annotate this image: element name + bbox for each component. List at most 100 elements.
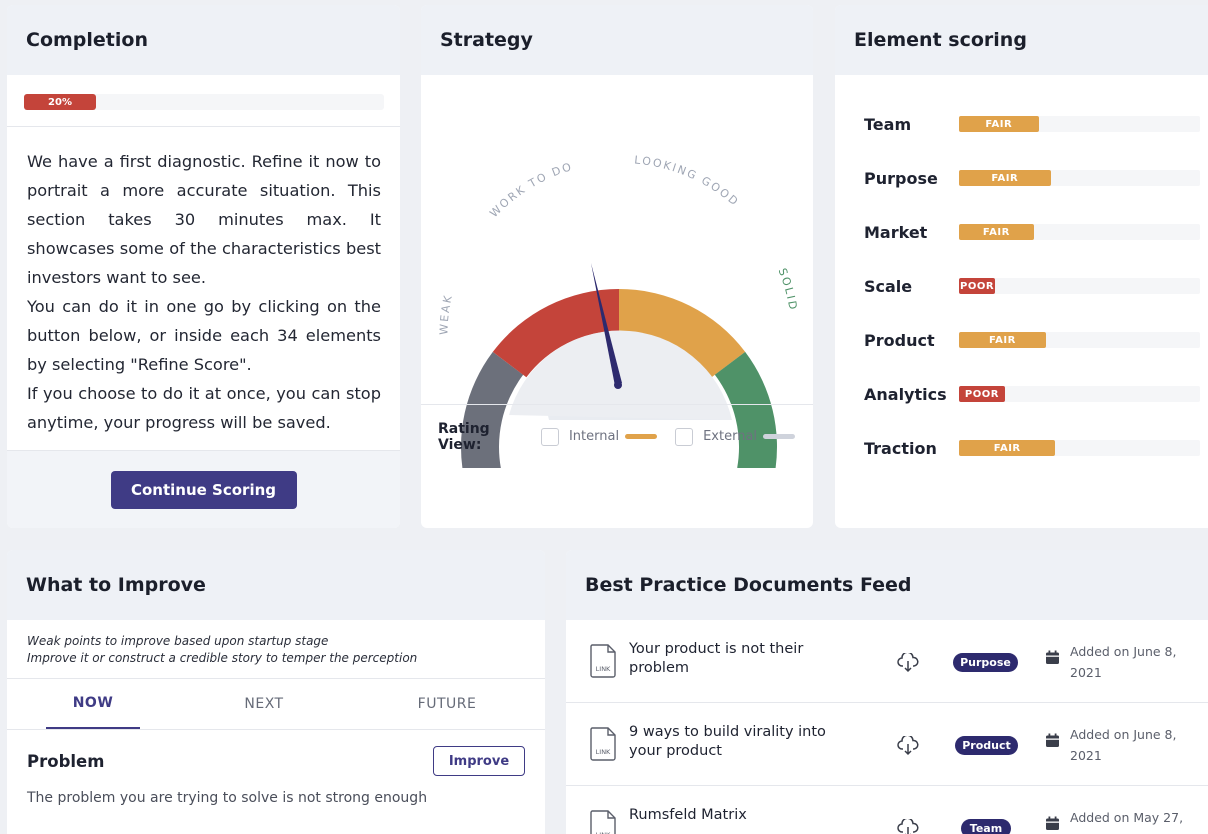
continue-scoring-button[interactable]: Continue Scoring xyxy=(110,470,297,509)
internal-needle-icon xyxy=(625,434,658,439)
completion-paragraph: We have a first diagnostic. Refine it no… xyxy=(27,152,381,287)
rating-view-label: Rating View: xyxy=(438,420,490,453)
gauge-label-work-to-do: WORK TO DO xyxy=(487,160,574,220)
completion-progress: 20% xyxy=(7,75,400,127)
document-date: Added on June 8, 2021 xyxy=(1070,644,1177,680)
document-date: Added on June 8, 2021 xyxy=(1070,727,1177,763)
score-track: FAIR xyxy=(959,440,1200,456)
cloud-download-icon[interactable] xyxy=(897,653,919,673)
score-track: FAIR xyxy=(959,332,1200,348)
improve-description: Weak points to improve based upon startu… xyxy=(7,620,545,679)
document-date: Added on May 27, 2021 xyxy=(1070,810,1184,834)
score-track: FAIR xyxy=(959,170,1200,186)
score-badge: FAIR xyxy=(959,170,1051,186)
document-title[interactable]: Rumsfeld Matrix xyxy=(629,807,747,823)
improve-desc-line: Improve it or construct a credible story… xyxy=(27,651,418,665)
completion-title: Completion xyxy=(7,5,400,75)
score-badge: FAIR xyxy=(959,224,1034,240)
gauge-segment-solid xyxy=(714,351,777,468)
improve-tabs: NOW NEXT FUTURE xyxy=(7,679,545,730)
gauge-label-looking-good: LOOKING GOOD xyxy=(634,153,742,209)
score-row-product[interactable]: Product FAIR xyxy=(835,313,1208,367)
calendar-icon xyxy=(1046,816,1059,830)
external-option[interactable]: External xyxy=(675,427,795,446)
tab-now[interactable]: NOW xyxy=(46,679,140,729)
document-title[interactable]: Your product is not their problem xyxy=(629,641,804,676)
strategy-card: Strategy WEAK WORK TO DO LOOKING GOOD SO… xyxy=(421,5,813,528)
score-track: FAIR xyxy=(959,116,1200,132)
tab-future[interactable]: FUTURE xyxy=(417,696,477,712)
element-scoring-card: Element scoring Team FAIR Purpose FAIR Marke… xyxy=(835,5,1208,528)
progress-track: 20% xyxy=(24,94,384,110)
document-row[interactable]: LINK 9 ways to build virality into your p… xyxy=(566,703,1208,786)
score-track: POOR xyxy=(959,386,1200,402)
score-name: Team xyxy=(864,114,912,134)
gauge-label-solid: SOLID xyxy=(776,266,800,312)
completion-footer: Continue Scoring xyxy=(7,450,400,528)
gauge-segment-work-to-do xyxy=(492,289,619,378)
internal-label: Internal xyxy=(568,429,620,444)
gauge-segment-looking-good xyxy=(619,289,746,378)
problem-description: The problem you are trying to solve is n… xyxy=(27,790,428,806)
link-document-icon: LINK xyxy=(590,810,616,834)
calendar-icon xyxy=(1046,650,1059,664)
score-row-team[interactable]: Team FAIR xyxy=(835,97,1208,151)
link-label: LINK xyxy=(596,665,611,673)
score-name: Market xyxy=(864,222,928,242)
score-badge: POOR xyxy=(959,386,1005,402)
score-row-market[interactable]: Market FAIR xyxy=(835,205,1208,259)
strategy-title: Strategy xyxy=(421,5,813,75)
gauge-needle xyxy=(591,263,622,389)
score-row-purpose[interactable]: Purpose FAIR xyxy=(835,151,1208,205)
tab-next[interactable]: NEXT xyxy=(244,696,284,712)
document-row[interactable]: LINK Your product is not their problem Pur… xyxy=(566,620,1208,703)
element-scoring-title: Element scoring xyxy=(835,5,1208,75)
calendar-icon xyxy=(1046,733,1059,747)
progress-fill: 20% xyxy=(24,94,96,110)
document-title[interactable]: 9 ways to build virality into your produ… xyxy=(629,724,826,759)
improve-desc-line: Weak points to improve based upon startu… xyxy=(27,634,329,648)
link-label: LINK xyxy=(596,748,611,756)
score-row-analytics[interactable]: Analytics POOR xyxy=(835,367,1208,421)
category-tag: Purpose xyxy=(953,653,1018,672)
score-badge: POOR xyxy=(959,278,996,294)
score-badge: FAIR xyxy=(959,332,1046,348)
link-document-icon: LINK xyxy=(590,727,616,761)
completion-card: Completion 20% We have a first diagnosti… xyxy=(7,5,400,528)
improve-button[interactable]: Improve xyxy=(433,746,525,776)
score-list: Team FAIR Purpose FAIR Market FAIR Scale POOR Pr… xyxy=(835,75,1208,475)
strategy-gauge: WEAK WORK TO DO LOOKING GOOD SOLID Ratin… xyxy=(421,75,813,468)
score-badge: FAIR xyxy=(959,116,1039,132)
what-to-improve-title: What to Improve xyxy=(7,550,545,620)
completion-description: We have a first diagnostic. Refine it no… xyxy=(7,127,400,452)
rating-view-row: Rating View: Internal External xyxy=(421,404,813,468)
internal-checkbox[interactable] xyxy=(540,427,559,446)
score-name: Analytics xyxy=(864,384,947,404)
cloud-download-icon[interactable] xyxy=(897,736,919,756)
score-name: Purpose xyxy=(864,168,938,188)
gauge-segment-weak xyxy=(461,351,524,468)
score-badge: FAIR xyxy=(959,440,1056,456)
completion-paragraph: You can do it in one go by clicking on t… xyxy=(27,297,381,374)
external-checkbox[interactable] xyxy=(675,427,694,446)
score-name: Scale xyxy=(864,276,913,296)
document-row[interactable]: LINK Rumsfeld Matrix Team Added on May 27, … xyxy=(566,786,1208,834)
documents-feed-title: Best Practice Documents Feed xyxy=(566,550,1208,620)
gauge-label-weak: WEAK xyxy=(437,293,455,335)
score-name: Traction xyxy=(864,438,937,458)
category-tag: Product xyxy=(955,736,1018,755)
score-track: POOR xyxy=(959,278,1200,294)
internal-option[interactable]: Internal xyxy=(540,427,658,446)
score-track: FAIR xyxy=(959,224,1200,240)
external-label: External xyxy=(703,429,757,444)
completion-paragraph: If you choose to do it at once, you can … xyxy=(27,384,381,432)
score-row-scale[interactable]: Scale POOR xyxy=(835,259,1208,313)
score-row-traction[interactable]: Traction FAIR xyxy=(835,421,1208,475)
gauge-inner xyxy=(509,330,732,420)
gauge-svg: WEAK WORK TO DO LOOKING GOOD SOLID xyxy=(437,153,800,468)
cloud-download-icon[interactable] xyxy=(897,819,919,834)
link-document-icon: LINK xyxy=(590,644,616,678)
documents-feed-card: Best Practice Documents Feed LINK Your pr… xyxy=(566,550,1208,834)
external-needle-icon xyxy=(763,434,795,439)
what-to-improve-card: What to Improve Weak points to improve b… xyxy=(7,550,545,834)
